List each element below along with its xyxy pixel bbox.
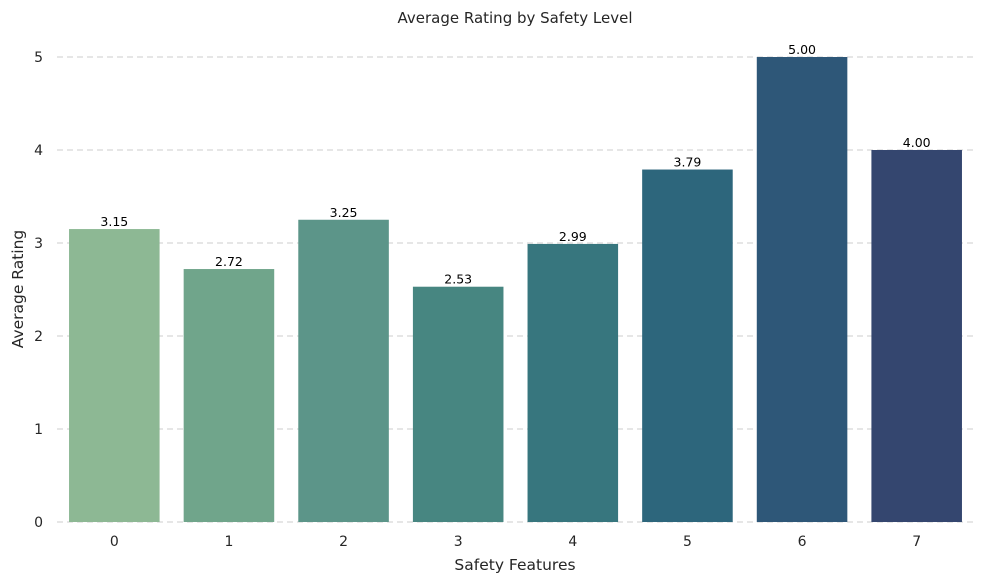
- y-tick-label: 4: [34, 143, 43, 159]
- bar: [642, 169, 733, 522]
- x-tick-label: 4: [568, 534, 577, 550]
- bar: [69, 229, 160, 523]
- x-tick-label: 1: [224, 534, 233, 550]
- data-labels: 3.15 2.72 3.25 2.53 2.99 3.79 5.00 4.00: [100, 42, 930, 287]
- x-tick-label: 0: [110, 534, 119, 550]
- bar-value-label: 4.00: [903, 135, 931, 150]
- y-tick-label: 5: [34, 50, 43, 66]
- bar: [527, 243, 619, 522]
- y-axis-label: Average Rating: [9, 230, 27, 349]
- bar: [871, 150, 962, 522]
- x-tick-label: 2: [339, 534, 348, 550]
- bar-value-label: 3.79: [674, 155, 702, 170]
- bar-value-label: 2.72: [215, 254, 243, 269]
- y-axis-ticks: 0 1 2 3 4 5: [34, 50, 43, 531]
- x-tick-label: 5: [683, 534, 692, 550]
- bar-value-label: 3.25: [330, 205, 358, 220]
- x-axis-ticks: 0 1 2 3 4 5 6 7: [110, 534, 921, 550]
- y-tick-label: 3: [34, 236, 43, 252]
- bar-value-label: 5.00: [788, 42, 816, 57]
- bar-value-label: 2.53: [444, 272, 472, 287]
- bar-value-label: 3.15: [100, 214, 128, 229]
- bar: [412, 286, 504, 522]
- x-tick-label: 7: [912, 534, 921, 550]
- y-tick-label: 0: [34, 515, 43, 531]
- chart-title: Average Rating by Safety Level: [397, 9, 632, 27]
- x-tick-label: 3: [454, 534, 463, 550]
- y-tick-label: 2: [34, 329, 43, 345]
- bar-value-label: 2.99: [559, 229, 587, 244]
- bars: [69, 57, 962, 523]
- bar: [298, 219, 389, 522]
- y-tick-label: 1: [34, 422, 43, 438]
- x-tick-label: 6: [798, 534, 807, 550]
- x-axis-label: Safety Features: [454, 556, 575, 574]
- bar: [756, 57, 848, 522]
- bar: [183, 269, 275, 522]
